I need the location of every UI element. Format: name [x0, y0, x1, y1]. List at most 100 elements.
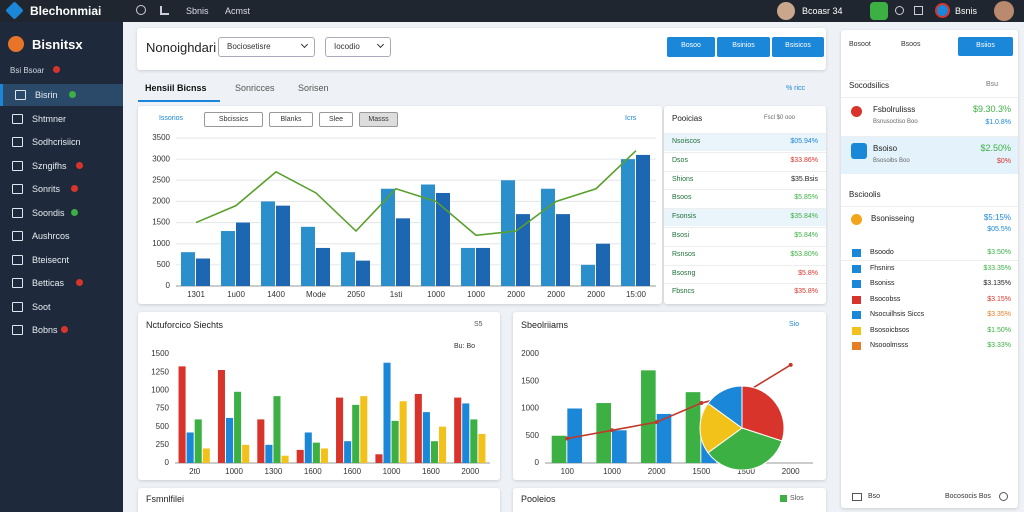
item-sub: Bsosoibs Boo — [873, 158, 910, 164]
select[interactable]: Bociosetisre — [218, 37, 315, 57]
nav-label: Soondis — [32, 207, 65, 218]
item-icon — [851, 143, 867, 159]
bar — [304, 432, 312, 463]
tab[interactable]: Sonricces — [235, 83, 275, 93]
filter-chip[interactable]: Masss — [359, 112, 398, 127]
list-item[interactable]: Fhsnins $33.35% — [841, 262, 1018, 277]
nav-link[interactable]: Sbnis — [186, 6, 209, 16]
bar — [273, 396, 281, 463]
bar — [301, 226, 315, 286]
nav-item[interactable]: Betticas — [0, 272, 123, 294]
row-name: Shions — [672, 175, 694, 183]
item-icon — [852, 295, 861, 304]
filter-label: Blanks — [280, 116, 302, 123]
item-value: $3.35% — [987, 311, 1011, 318]
bar — [257, 419, 265, 463]
filter-chip[interactable]: Issorios — [144, 112, 198, 127]
nav-link[interactable]: Acmst — [225, 6, 251, 16]
item-value: $2.50% — [980, 143, 1011, 153]
nav-item[interactable]: Shtmner — [0, 108, 123, 130]
nav-item[interactable]: Aushrcos — [0, 225, 123, 247]
list-item[interactable]: Bsocobss $3.15% — [841, 293, 1018, 308]
nav-item[interactable]: Bisrin — [0, 84, 123, 106]
item-value: $3.50% — [987, 249, 1011, 256]
tab[interactable]: Hensiil Bicnss — [145, 83, 207, 93]
filter-chip[interactable]: Slee — [319, 112, 353, 127]
footer-text[interactable]: Bocosocis Bos — [945, 493, 991, 500]
nav-item[interactable]: Sodhcrisiicn — [0, 131, 123, 153]
line-point — [610, 428, 614, 433]
row-value: $35.84% — [790, 213, 818, 221]
nav-item[interactable]: Bteisecnt — [0, 249, 123, 271]
x-tick-label: 1sti — [390, 290, 403, 299]
pie-slice — [699, 402, 743, 454]
row-value: $33.86% — [790, 156, 818, 164]
panel-link[interactable]: Bsoos — [901, 41, 921, 48]
nav-item[interactable]: Szngifhs — [0, 155, 123, 177]
bar — [356, 260, 370, 286]
section-menu[interactable]: Bsu — [986, 81, 999, 88]
nav-label: Betticas — [32, 278, 65, 288]
list-item[interactable]: Nsooolmsss $3.33% — [841, 339, 1018, 354]
tool-icon[interactable] — [160, 6, 169, 15]
bar — [501, 180, 515, 286]
row-value: $35.8% — [794, 288, 818, 296]
nav-item[interactable]: Sonrits — [0, 178, 123, 200]
footer-text: Bso — [868, 493, 881, 500]
card-menu[interactable]: Slos — [790, 495, 804, 502]
nav-icon — [12, 184, 23, 194]
icon[interactable] — [914, 6, 923, 15]
filter-chip[interactable]: Sbcissics — [204, 112, 263, 127]
filter-label: Issorios — [158, 115, 184, 122]
chevron — [376, 40, 385, 49]
search-icon[interactable] — [136, 5, 146, 15]
item-icon — [852, 311, 861, 319]
bar — [476, 247, 490, 286]
line-point — [654, 420, 659, 425]
button[interactable]: Bsisicos — [772, 37, 824, 57]
nav-item[interactable]: Soondis — [0, 202, 123, 224]
bar — [312, 442, 320, 463]
bar — [320, 448, 328, 463]
list-item[interactable]: Nsocuilhsis Siccs $3.35% — [841, 308, 1018, 323]
featured-item[interactable]: Bsoiso Bsosoibs Boo $2.50% $0% — [841, 136, 1018, 174]
list-item[interactable]: Bsoniss $3.135% — [841, 277, 1018, 292]
x-tick-label: 1000 — [467, 290, 485, 299]
nav-item[interactable]: Soot — [0, 296, 123, 318]
button[interactable]: Bosoo — [667, 37, 715, 57]
highlight-item[interactable]: Bsonisseing $5:15% $05.5% — [841, 206, 1018, 240]
footer-icon — [999, 492, 1008, 501]
tab-right[interactable]: % ricc — [786, 85, 806, 92]
row-value: $05.94% — [790, 138, 818, 145]
chart-menu[interactable]: Sio — [789, 321, 800, 328]
list-item[interactable]: Bsosoicbsos $1.50% — [841, 324, 1018, 339]
chart-corner[interactable]: Icrs — [625, 115, 637, 122]
nav-item[interactable]: Bobns — [0, 319, 123, 341]
bar — [296, 449, 304, 463]
x-tick-label: 1500 — [737, 467, 755, 476]
icon[interactable] — [895, 6, 904, 15]
item-value: $33.35% — [983, 264, 1011, 272]
user-name: Bsnis — [955, 6, 978, 16]
featured-item[interactable]: Fsbolrulisss Bsnusoctiso Boo $9.30.3% $1.0.… — [841, 97, 1018, 135]
tab[interactable]: Sorisen — [298, 83, 329, 93]
row-value: $35.Bsis — [791, 175, 818, 183]
panel-link[interactable]: Bosoot — [849, 41, 871, 48]
select[interactable]: Iocodio — [325, 37, 391, 57]
bar — [461, 247, 475, 286]
button[interactable]: Bsinios — [717, 37, 770, 57]
button[interactable]: Bsiios — [958, 37, 1013, 56]
filter-chip[interactable]: Blanks — [269, 112, 313, 127]
row-name: Bsosng — [672, 269, 696, 277]
badge — [71, 185, 78, 192]
badge — [76, 161, 83, 169]
row-name: Bsosi — [672, 232, 690, 239]
nav-icon — [12, 137, 23, 147]
y-tick-label: 2500 — [152, 175, 170, 184]
button-label: Bsinios — [732, 42, 755, 49]
x-tick-label: 15:00 — [626, 290, 647, 299]
list-item[interactable]: Bsoodo $3.50% — [841, 246, 1018, 261]
chart-menu[interactable]: S5 — [474, 321, 483, 328]
row-name: Dsos — [672, 156, 688, 164]
status-icon[interactable] — [870, 2, 888, 20]
